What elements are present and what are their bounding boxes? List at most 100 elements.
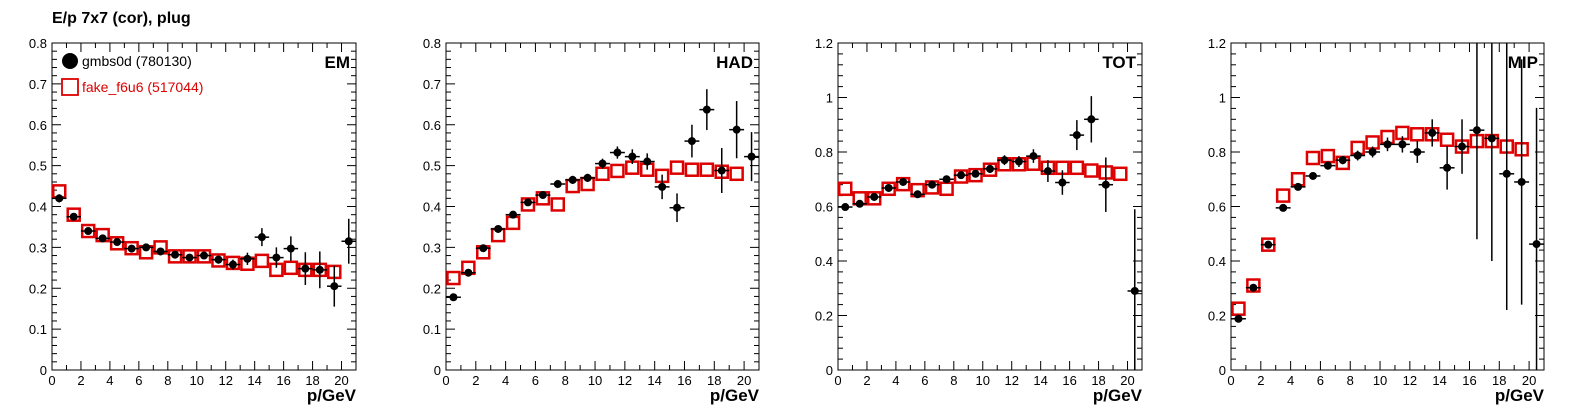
- data-point: [301, 264, 310, 273]
- y-tick-label: 0.4: [815, 254, 833, 269]
- y-tick-label: 0.2: [29, 281, 47, 296]
- panel-tot: 0 0.2 0.4 0.6 0.8 1 1.2 0 2 4 6 8 10 12 14 16 18 20p/GeV T…: [815, 36, 1143, 405]
- data-point: [1087, 115, 1096, 124]
- plot-frame: [837, 42, 1143, 371]
- x-tick-label: 20: [1120, 373, 1134, 388]
- data-point: [142, 243, 151, 252]
- mc-point: [1113, 166, 1128, 182]
- data-point: [658, 182, 667, 191]
- y-tick-label: 0.2: [423, 281, 441, 296]
- x-tick-label: 8: [164, 373, 171, 388]
- x-tick-label: 14: [1432, 373, 1446, 388]
- data-series: [52, 194, 356, 307]
- mc-point: [939, 181, 954, 197]
- y-tick-label: 0.5: [423, 159, 441, 174]
- data-point: [84, 227, 93, 236]
- panel-label: HAD: [716, 53, 753, 72]
- data-point: [687, 137, 696, 146]
- x-tick-label: 2: [472, 373, 479, 388]
- data-point: [494, 224, 503, 233]
- data-point: [1000, 156, 1009, 165]
- x-axis-label: p/GeV: [1495, 386, 1545, 405]
- mc-point: [283, 260, 299, 276]
- x-tick-label: 18: [1091, 373, 1105, 388]
- data-point: [899, 177, 908, 186]
- data-point: [1249, 283, 1258, 292]
- data-point: [1413, 148, 1422, 156]
- x-tick-label: 16: [276, 373, 290, 388]
- x-tick-label: 6: [135, 373, 142, 388]
- mc-point: [669, 160, 685, 175]
- mc-point: [1069, 160, 1085, 176]
- data-point: [1368, 148, 1377, 156]
- y-tick-label: 0.1: [29, 322, 47, 337]
- data-point: [315, 265, 324, 274]
- mc-point: [684, 162, 700, 177]
- data-point: [523, 198, 532, 207]
- y-tick-label: 0: [826, 363, 833, 378]
- x-tick-label: 0: [834, 373, 841, 388]
- x-tick-label: 18: [707, 373, 721, 388]
- data-point: [1130, 286, 1139, 295]
- data-point: [855, 199, 864, 208]
- x-tick-label: 12: [1004, 373, 1018, 388]
- data-point: [113, 238, 122, 247]
- data-point: [747, 152, 756, 161]
- x-tick-label: 20: [737, 373, 751, 388]
- data-point: [127, 244, 136, 253]
- y-tick-label: 0.6: [423, 118, 441, 133]
- x-tick-label: 4: [106, 373, 113, 388]
- y-tick-label: 1: [826, 91, 833, 106]
- data-point: [243, 254, 252, 263]
- mc-point: [866, 191, 882, 206]
- y-tick-label: 0.4: [29, 200, 47, 215]
- mc-point: [1084, 163, 1099, 178]
- data-point: [1472, 126, 1481, 135]
- x-tick-label: 2: [77, 373, 84, 388]
- data-point: [156, 247, 165, 256]
- data-point: [957, 171, 966, 180]
- legend-marker-data: [62, 53, 78, 69]
- data-point: [286, 244, 295, 253]
- mc-series: [1231, 125, 1529, 316]
- data-point: [1014, 157, 1023, 166]
- x-tick-label: 6: [921, 373, 928, 388]
- data-point: [538, 191, 547, 200]
- x-tick-label: 0: [48, 373, 55, 388]
- y-tick-label: 0.5: [29, 159, 47, 174]
- y-tick-label: 0.8: [29, 36, 47, 51]
- x-tick-label: 4: [502, 373, 509, 388]
- data-point: [568, 175, 577, 184]
- data-point: [1101, 180, 1110, 189]
- data-point: [870, 192, 879, 201]
- data-point: [1072, 131, 1081, 140]
- x-tick-label: 12: [618, 373, 632, 388]
- data-point: [272, 253, 281, 262]
- mc-point: [167, 249, 183, 264]
- y-tick-label: 1.2: [815, 36, 833, 51]
- y-tick-label: 0.2: [1208, 309, 1226, 324]
- data-point: [228, 260, 237, 269]
- mc-point: [595, 166, 610, 182]
- data-point: [1443, 163, 1452, 172]
- data-point: [171, 250, 180, 259]
- x-tick-label: 14: [647, 373, 661, 388]
- legend: gmbs0d (780130) fake_f6u6 (517044): [61, 53, 203, 96]
- data-point: [257, 233, 266, 242]
- x-tick-label: 10: [1373, 373, 1387, 388]
- x-tick-label: 8: [950, 373, 957, 388]
- x-axis-label: p/GeV: [307, 386, 357, 405]
- x-tick-label: 12: [1403, 373, 1417, 388]
- mc-point: [1275, 188, 1291, 203]
- mc-point: [550, 197, 566, 212]
- data-series: [1231, 43, 1544, 370]
- mc-point: [254, 253, 270, 269]
- mc-point: [953, 169, 969, 184]
- data-point: [464, 268, 473, 277]
- mc-series: [446, 160, 744, 286]
- panel-label: TOT: [1102, 53, 1136, 72]
- x-tick-label: 0: [1227, 373, 1234, 388]
- data-point: [1487, 134, 1496, 143]
- mc-point: [1410, 127, 1425, 142]
- data-point: [214, 255, 223, 264]
